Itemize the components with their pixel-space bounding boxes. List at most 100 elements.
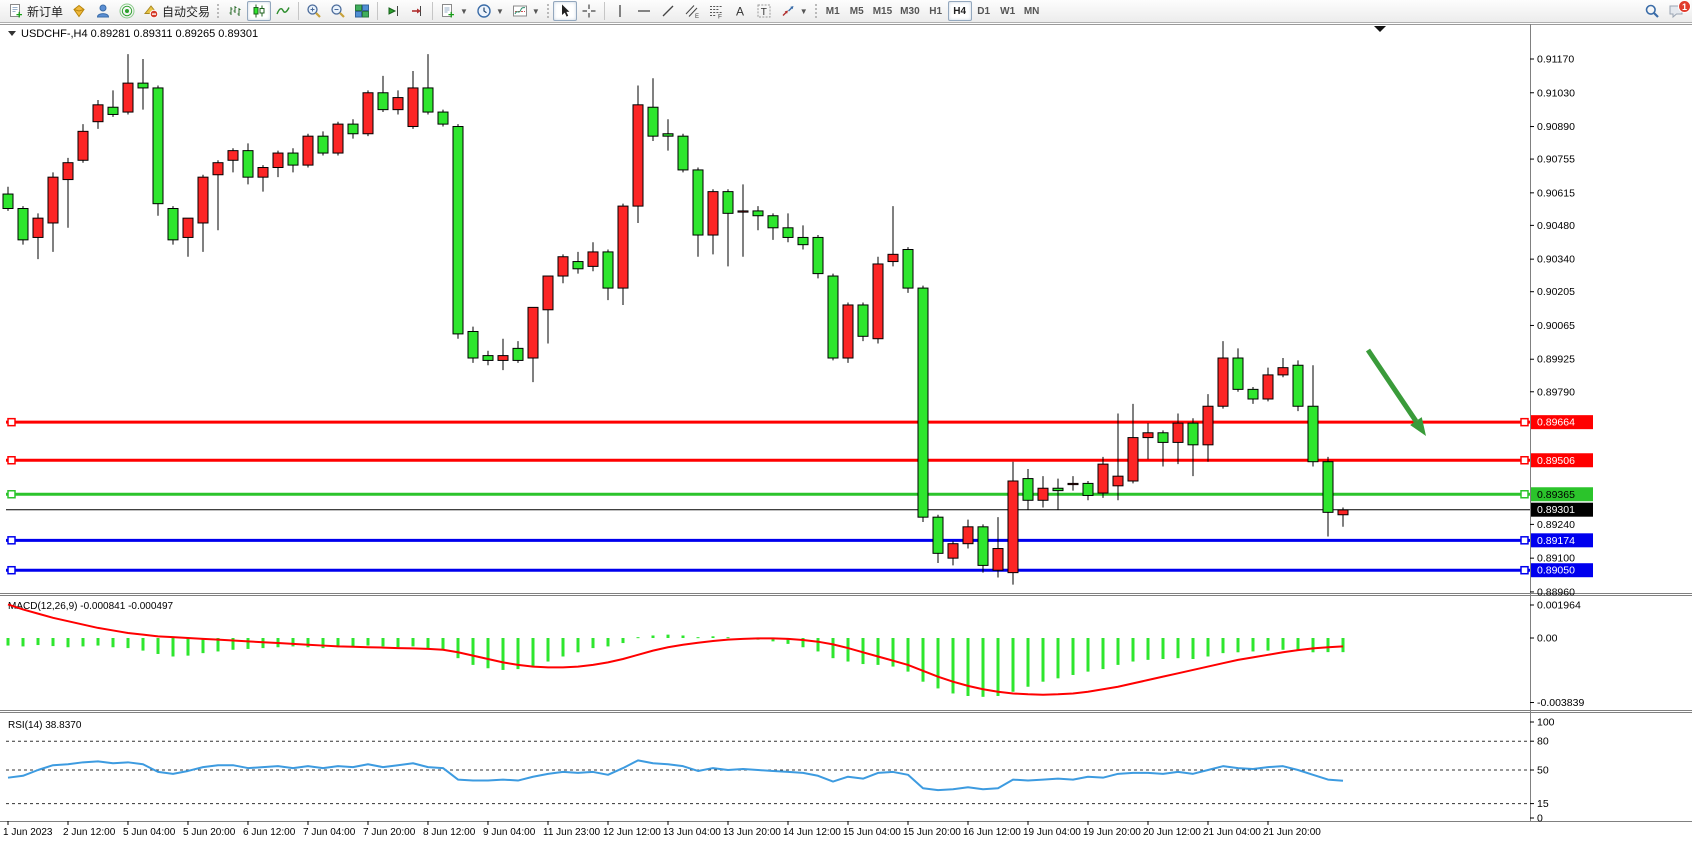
community-button[interactable] — [91, 1, 115, 21]
text-label-tool-button[interactable]: T — [752, 1, 776, 21]
timeframe-mn-button[interactable]: MN — [1020, 1, 1044, 21]
candle — [1277, 367, 1289, 376]
timeframe-m1-button[interactable]: M1 — [821, 1, 845, 21]
horizontal-line-icon — [636, 3, 652, 19]
search-button[interactable] — [1640, 1, 1664, 21]
macd-histogram-bar — [831, 638, 835, 659]
macd-histogram-bar — [1326, 638, 1330, 653]
cursor-tool-button[interactable] — [552, 1, 577, 21]
line-handle[interactable] — [7, 536, 16, 545]
price-tick-label: 0.89240 — [1537, 519, 1575, 531]
macd-histogram-bar — [486, 638, 490, 669]
macd-histogram-bar — [606, 638, 610, 647]
macd-histogram-bar — [246, 638, 250, 649]
appstore-button[interactable] — [67, 1, 91, 21]
macd-tick-label: -0.003839 — [1537, 697, 1584, 709]
time-axis-label: 13 Jun 20:00 — [723, 827, 781, 838]
new-order-button[interactable]: + 新订单 — [4, 1, 67, 21]
templates-button[interactable]: ▼ — [508, 1, 544, 21]
svg-text:A: A — [736, 5, 744, 19]
timeframe-m30-button[interactable]: M30 — [896, 1, 923, 21]
svg-text:+: + — [16, 10, 22, 20]
symbol-expander-icon[interactable] — [8, 31, 16, 36]
candle — [587, 251, 599, 267]
candle — [1097, 463, 1109, 494]
price-badge — [1531, 487, 1593, 502]
line-handle[interactable] — [1520, 456, 1529, 465]
timeframe-h1-button[interactable]: H1 — [924, 1, 948, 21]
timeframe-m15-button[interactable]: M15 — [869, 1, 896, 21]
zoom-out-button[interactable] — [326, 1, 350, 21]
macd-histogram-bar — [996, 638, 1000, 696]
candle — [1067, 482, 1079, 486]
candle — [512, 347, 524, 361]
periods-button[interactable]: ▼ — [472, 1, 508, 21]
search-icon — [1644, 3, 1660, 19]
notification-badge: 1 — [1678, 0, 1691, 13]
macd-histogram-bar — [186, 638, 190, 656]
macd-histogram-bar — [666, 634, 670, 638]
chevron-down-icon: ▼ — [460, 6, 468, 16]
chart-shift-button[interactable] — [405, 1, 429, 21]
candle — [227, 150, 239, 161]
vertical-line-tool-button[interactable] — [608, 1, 632, 21]
macd-histogram-bar — [1206, 638, 1210, 657]
indicators-button[interactable]: + ▼ — [436, 1, 472, 21]
trendline-tool-button[interactable] — [656, 1, 680, 21]
macd-histogram-bar — [441, 638, 445, 650]
arrows-tool-button[interactable]: ▼ — [776, 1, 812, 21]
autotrading-button[interactable]: 自动交易 — [139, 1, 214, 21]
candle — [257, 167, 269, 178]
time-axis-label: 2 Jun 12:00 — [63, 827, 116, 838]
time-axis-label: 11 Jun 23:00 — [543, 827, 601, 838]
zoom-in-button[interactable] — [302, 1, 326, 21]
fibonacci-tool-button[interactable]: F — [704, 1, 728, 21]
line-handle[interactable] — [7, 565, 16, 575]
candle — [467, 330, 479, 359]
candle — [857, 304, 869, 337]
line-handle[interactable] — [7, 417, 16, 427]
chart-info-line: USDCHF-,H4 0.89281 0.89311 0.89265 0.893… — [21, 28, 258, 40]
line-handle[interactable] — [1520, 417, 1529, 427]
horizontal-line-tool-button[interactable] — [632, 1, 656, 21]
timeframe-h4-button[interactable]: H4 — [947, 1, 972, 21]
text-tool-button[interactable]: A — [728, 1, 752, 21]
line-handle[interactable] — [1520, 565, 1529, 575]
indicators-icon: + — [440, 3, 456, 19]
price-chart[interactable]: 0.91170 0.91030 0.90890 0.90755 0.90615 0.904… — [0, 23, 1692, 844]
signals-button[interactable] — [115, 1, 139, 21]
tile-windows-button[interactable] — [350, 1, 374, 21]
channel-tool-button[interactable]: E — [680, 1, 704, 21]
time-axis-label: 15 Jun 20:00 — [903, 827, 961, 838]
line-handle[interactable] — [7, 490, 16, 499]
candle — [617, 205, 629, 289]
scroll-position-marker[interactable] — [1374, 26, 1386, 32]
line-handle[interactable] — [1520, 490, 1529, 499]
timeframe-d1-button[interactable]: D1 — [972, 1, 996, 21]
time-axis-label: 13 Jun 04:00 — [663, 827, 721, 838]
candle — [707, 191, 719, 236]
macd-histogram-bar — [21, 638, 25, 647]
auto-scroll-button[interactable] — [381, 1, 405, 21]
timeframe-m5-button[interactable]: M5 — [845, 1, 869, 21]
candle — [722, 191, 734, 214]
chart-window: 0.91170 0.91030 0.90890 0.90755 0.90615 0.904… — [0, 23, 1692, 844]
notifications-button[interactable]: 1 — [1664, 0, 1691, 21]
line-chart-button[interactable] — [271, 1, 295, 21]
annotation-arrow-head[interactable] — [1410, 417, 1426, 436]
line-handle[interactable] — [7, 456, 16, 465]
line-handle[interactable] — [1520, 536, 1529, 545]
annotation-arrow[interactable] — [1365, 348, 1419, 423]
candle — [977, 526, 989, 566]
macd-histogram-bar — [1191, 638, 1195, 660]
time-axis-label: 19 Jun 20:00 — [1083, 827, 1141, 838]
candlestick-chart-button[interactable] — [247, 1, 272, 21]
candle — [572, 261, 584, 270]
macd-histogram-bar — [336, 638, 340, 648]
macd-histogram-bar — [1131, 638, 1135, 662]
candle — [1172, 422, 1184, 443]
crosshair-tool-button[interactable] — [577, 1, 601, 21]
bar-chart-button[interactable] — [223, 1, 247, 21]
timeframe-w1-button[interactable]: W1 — [996, 1, 1020, 21]
candle — [602, 251, 614, 289]
